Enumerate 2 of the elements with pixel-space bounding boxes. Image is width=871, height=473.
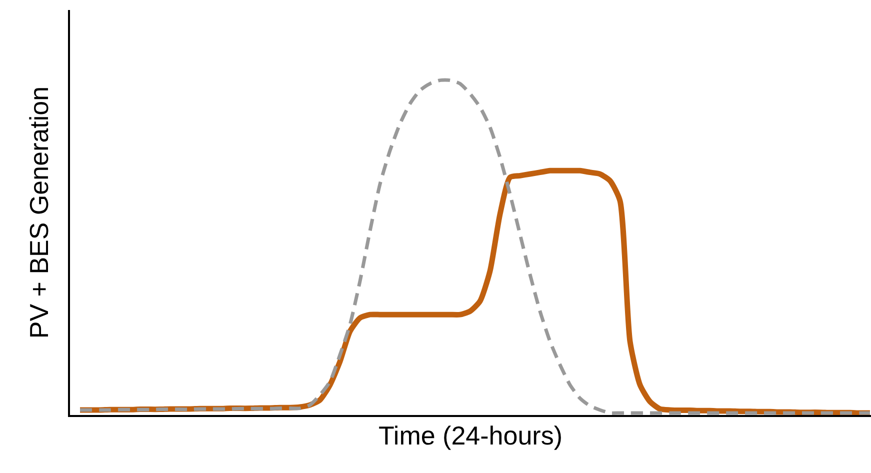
x-axis-title: Time (24-hours): [378, 420, 562, 450]
y-axis-title: PV + BES Generation: [24, 86, 54, 339]
